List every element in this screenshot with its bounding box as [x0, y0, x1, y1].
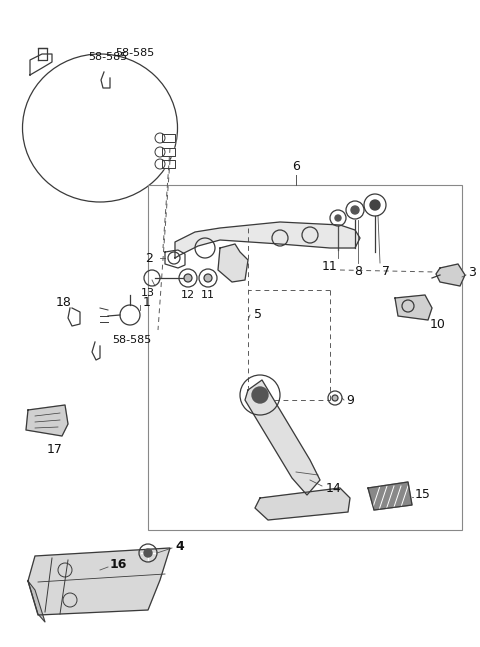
Circle shape [351, 206, 359, 214]
Polygon shape [255, 488, 350, 520]
Polygon shape [162, 134, 175, 142]
Polygon shape [162, 160, 175, 168]
Circle shape [252, 387, 268, 403]
Text: 4: 4 [175, 540, 184, 553]
Text: 3: 3 [468, 265, 476, 278]
Text: 10: 10 [430, 318, 446, 331]
Text: 9: 9 [346, 393, 354, 406]
Polygon shape [175, 222, 360, 258]
Polygon shape [395, 295, 432, 320]
Circle shape [144, 549, 152, 557]
Text: 18: 18 [56, 296, 72, 309]
Bar [148, 185, 462, 530]
Text: 6: 6 [292, 160, 300, 173]
Polygon shape [368, 482, 412, 510]
Text: 8: 8 [354, 265, 362, 278]
Text: 58-585: 58-585 [88, 52, 128, 62]
Circle shape [204, 274, 212, 282]
Text: 5: 5 [254, 309, 262, 322]
Polygon shape [436, 264, 465, 286]
Polygon shape [165, 250, 185, 268]
Polygon shape [245, 380, 320, 495]
Text: 11: 11 [322, 260, 338, 273]
Text: 1: 1 [143, 296, 151, 309]
Polygon shape [28, 548, 170, 615]
Text: 17: 17 [47, 443, 63, 456]
Text: 7: 7 [382, 265, 390, 278]
Polygon shape [218, 244, 248, 282]
Polygon shape [28, 581, 45, 622]
Text: 15: 15 [415, 488, 431, 501]
Circle shape [332, 395, 338, 401]
Polygon shape [26, 405, 68, 436]
Polygon shape [38, 48, 47, 60]
Text: 58-585: 58-585 [112, 335, 151, 345]
Text: 11: 11 [201, 290, 215, 300]
Text: 16: 16 [110, 558, 127, 571]
Polygon shape [30, 54, 52, 75]
Circle shape [335, 215, 341, 221]
Text: 58-585: 58-585 [115, 48, 155, 58]
Circle shape [370, 200, 380, 210]
Polygon shape [162, 148, 175, 156]
Text: 13: 13 [141, 288, 155, 298]
Circle shape [184, 274, 192, 282]
Text: 2: 2 [145, 252, 153, 265]
Text: 12: 12 [181, 290, 195, 300]
Text: 14: 14 [326, 481, 342, 494]
